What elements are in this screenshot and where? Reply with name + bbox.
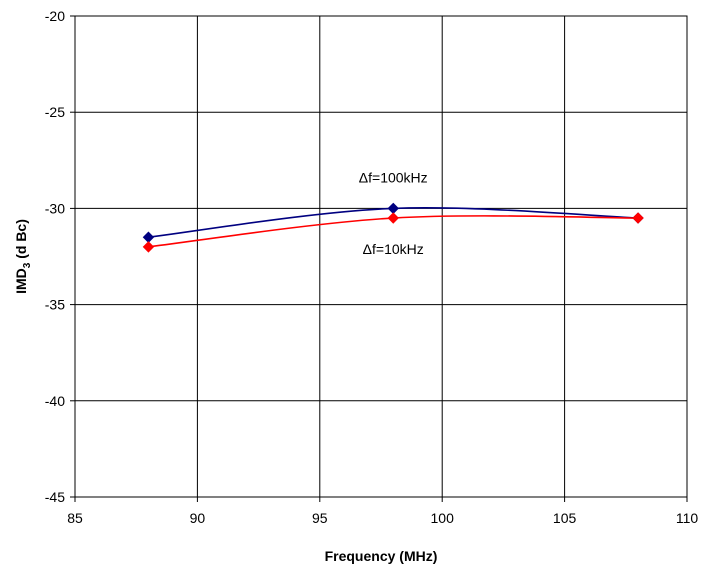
- series-group: [142, 202, 644, 253]
- x-axis-ticks: 85 90 95 100 105 110: [67, 497, 698, 526]
- y-axis-label: IMD3 (d Bc): [13, 219, 33, 294]
- y-tick-label: -30: [45, 200, 65, 216]
- y-axis-label-unit: (d Bc): [13, 219, 29, 263]
- y-axis-ticks: -20 -25 -30 -35 -40 -45: [45, 8, 75, 505]
- y-axis-label-subscript: 3: [22, 262, 33, 268]
- x-tick-label: 85: [67, 510, 83, 526]
- x-tick-label: 95: [312, 510, 328, 526]
- series-marker-2: [387, 212, 399, 224]
- y-tick-label: -25: [45, 104, 65, 120]
- x-tick-label: 90: [190, 510, 206, 526]
- x-tick-label: 100: [431, 510, 455, 526]
- series-annotation: Δf=100kHz: [359, 170, 428, 186]
- annotations: Δf=100kHz Δf=10kHz: [359, 170, 428, 257]
- y-tick-label: -40: [45, 393, 65, 409]
- y-tick-label: -35: [45, 297, 65, 313]
- series-marker-2: [142, 241, 155, 253]
- series-marker-2: [632, 212, 644, 224]
- x-axis-label: Frequency (MHz): [325, 548, 438, 564]
- series-marker-1: [387, 202, 399, 215]
- plot-area-frame: [74, 15, 688, 498]
- x-tick-label: 110: [676, 510, 699, 526]
- y-tick-label: -20: [45, 8, 65, 24]
- y-tick-label: -45: [45, 489, 65, 505]
- x-tick-label: 105: [553, 510, 577, 526]
- series-marker-1: [142, 231, 155, 243]
- series-annotation: Δf=10kHz: [363, 241, 424, 257]
- y-axis-label-main: IMD: [13, 268, 29, 294]
